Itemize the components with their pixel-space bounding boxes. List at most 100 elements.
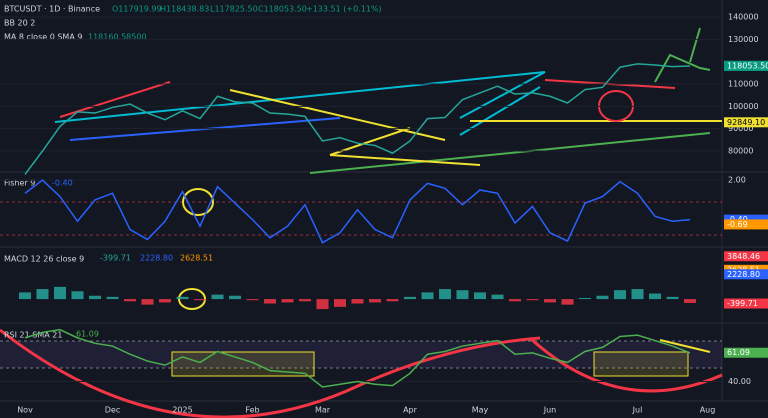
y-tick-label: 100000 bbox=[728, 102, 759, 111]
histogram-bar bbox=[666, 296, 679, 300]
histogram-bar bbox=[71, 291, 84, 300]
histogram-bar bbox=[614, 290, 626, 300]
ohlc-open: O117919.99 bbox=[112, 5, 162, 14]
y-tick-label: 140000 bbox=[728, 12, 759, 21]
histogram-bar bbox=[334, 299, 346, 307]
histogram-bar bbox=[246, 299, 259, 301]
histogram-bar bbox=[351, 299, 364, 304]
x-tick-label: Apr bbox=[403, 406, 418, 415]
histogram-bar bbox=[561, 299, 574, 305]
symbol: BTCUSDT · 1D · Binance bbox=[4, 5, 100, 14]
histogram-bar bbox=[54, 286, 66, 300]
histogram-bar bbox=[264, 299, 276, 304]
y-tick-label: 130000 bbox=[728, 35, 759, 44]
series-line bbox=[24, 63, 691, 175]
price-label-box bbox=[724, 251, 768, 262]
x-tick-label: Mar bbox=[315, 406, 331, 415]
histogram-bar bbox=[229, 295, 241, 300]
projection bbox=[654, 53, 711, 83]
histogram-bar bbox=[141, 299, 154, 305]
histogram-bar bbox=[369, 299, 381, 303]
histogram-bar bbox=[596, 295, 609, 300]
ohlc-close: C118053.50 bbox=[258, 5, 307, 14]
x-tick-label: 2025 bbox=[172, 406, 192, 415]
histogram-bar bbox=[579, 297, 591, 300]
trendline bbox=[329, 127, 411, 156]
y-tick-label: 40.00 bbox=[728, 377, 751, 386]
histogram-bar bbox=[439, 289, 451, 300]
histogram-bar bbox=[386, 299, 399, 302]
ohlc-low: L117825.50 bbox=[210, 5, 258, 14]
legend-value: 2228.80 bbox=[140, 254, 173, 263]
histogram-bar bbox=[631, 289, 644, 300]
x-tick-label: Jul bbox=[632, 406, 643, 415]
histogram-bar bbox=[509, 299, 521, 302]
trendline bbox=[459, 71, 546, 119]
change: +133.51 (+0.11%) bbox=[306, 5, 382, 14]
price-label: 92849.10 bbox=[727, 118, 765, 127]
price-label-box bbox=[724, 347, 768, 358]
histogram-bar bbox=[281, 299, 294, 303]
y-tick-label: 80000 bbox=[728, 147, 753, 156]
histogram-bar bbox=[526, 299, 539, 301]
range-box bbox=[593, 351, 689, 377]
price-label: 2228.80 bbox=[727, 270, 760, 279]
indicator-title: MACD 12 26 close 9 bbox=[4, 255, 84, 264]
histogram-bar bbox=[211, 294, 224, 300]
histogram-bar bbox=[316, 299, 329, 310]
price-label: 3848.46 bbox=[727, 252, 760, 261]
trendline bbox=[309, 132, 711, 174]
arc-drawing bbox=[0, 328, 541, 418]
histogram-bar bbox=[299, 299, 311, 302]
histogram-bar bbox=[124, 299, 136, 302]
x-tick-label: Jun bbox=[543, 406, 557, 415]
series-line bbox=[24, 179, 691, 244]
x-tick-label: Nov bbox=[17, 406, 33, 415]
histogram-bar bbox=[106, 296, 119, 300]
y-tick-label: 2.00 bbox=[728, 176, 746, 185]
histogram-bar bbox=[684, 299, 696, 303]
y-tick-label: 90000 bbox=[728, 124, 753, 133]
y-tick-label: 110000 bbox=[728, 79, 759, 88]
projection bbox=[689, 27, 701, 63]
x-tick-label: Feb bbox=[245, 406, 259, 415]
histogram-bar bbox=[649, 293, 661, 300]
price-label-box bbox=[724, 269, 768, 280]
histogram-bar bbox=[159, 299, 171, 303]
histogram-bar bbox=[456, 290, 469, 300]
histogram-bar bbox=[176, 296, 189, 300]
legend-value: 61.09 bbox=[76, 330, 99, 339]
indicator-ma: MA 8 close 0 SMA 9 bbox=[4, 33, 82, 42]
x-tick-label: May bbox=[472, 406, 489, 415]
price-label-box bbox=[724, 219, 768, 230]
histogram-bar bbox=[36, 289, 49, 300]
arc-drawing bbox=[528, 336, 723, 393]
indicator-ma-value: 118160.58500 bbox=[88, 33, 147, 42]
legend-value: -399.71 bbox=[100, 254, 131, 263]
trendline bbox=[59, 81, 171, 118]
histogram-bar bbox=[544, 299, 556, 303]
histogram-bar bbox=[194, 299, 206, 301]
x-tick-label: Aug bbox=[700, 406, 716, 415]
trendline bbox=[329, 154, 481, 166]
price-label: 61.09 bbox=[727, 348, 750, 357]
histogram-bar bbox=[89, 295, 101, 300]
legend-value: 2628.51 bbox=[180, 254, 213, 263]
circle-marker bbox=[182, 188, 214, 216]
trendline bbox=[54, 71, 546, 123]
histogram-bar bbox=[404, 296, 416, 300]
legend-value: -0.40 bbox=[52, 179, 73, 188]
price-label: -0.69 bbox=[727, 220, 748, 229]
trendline bbox=[459, 86, 541, 136]
price-label: -399.71 bbox=[727, 299, 758, 308]
rsi-band bbox=[0, 341, 722, 368]
indicator-title: Fisher 9 bbox=[4, 179, 35, 188]
histogram-bar bbox=[474, 292, 486, 300]
price-label: 118053.50 bbox=[727, 61, 768, 70]
series-line bbox=[24, 328, 691, 388]
x-tick-label: Dec bbox=[105, 406, 120, 415]
ohlc-high: H118438.83 bbox=[160, 5, 209, 14]
price-label-box bbox=[724, 117, 768, 128]
